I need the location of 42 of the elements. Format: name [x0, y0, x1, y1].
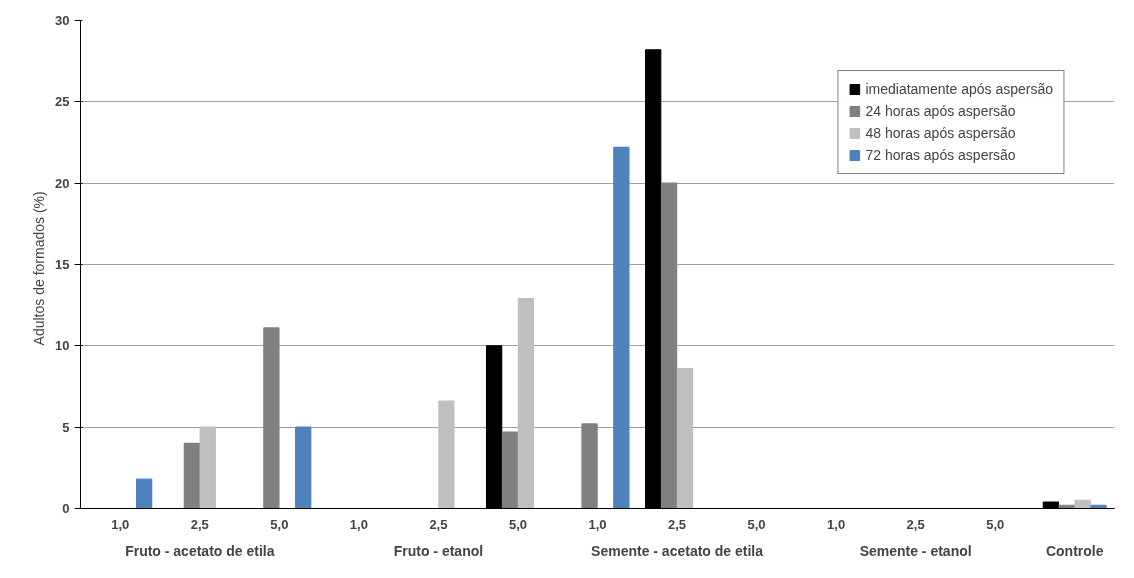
x-tick-label: 2,5	[190, 516, 209, 532]
bar	[1074, 499, 1091, 509]
x-tick-label: 2,5	[668, 516, 687, 532]
legend-label: imediatamente após aspersão	[865, 81, 1053, 97]
x-tick-label: 2,5	[906, 516, 925, 532]
bar	[135, 478, 153, 509]
x-tick-label: 5,0	[747, 516, 766, 532]
bar	[295, 426, 312, 509]
y-tick-label: 30	[55, 13, 70, 28]
x-tick-label: 1,0	[349, 516, 368, 532]
bar	[263, 327, 280, 509]
y-axis-title: Adultos de formados (%)	[31, 191, 48, 346]
text: Fruto - etanol	[393, 542, 484, 559]
x-tick-label: 5,0	[270, 516, 289, 532]
x-tick-label: 1,0	[111, 516, 130, 532]
bar	[581, 423, 598, 509]
y-tick-label: 25	[55, 94, 70, 110]
x-tick-label: 1,0	[827, 516, 846, 532]
bar	[676, 368, 694, 509]
x-tick-label: 5,0	[508, 516, 527, 532]
bar	[438, 400, 455, 509]
x-tick-label: 2,5	[429, 516, 448, 532]
y-tick-label: 20	[55, 175, 70, 191]
bar	[501, 431, 519, 509]
y-tick-label: 10	[55, 338, 70, 354]
bar	[613, 146, 630, 509]
x-tick-label: 1,0	[588, 516, 607, 532]
bar	[183, 442, 201, 509]
text: Fruto - acetato de etila	[125, 542, 275, 559]
text: Semente - etanol	[859, 542, 972, 559]
text: Semente - acetato de etila	[591, 542, 764, 559]
legend-label: 48 horas após aspersão	[865, 125, 1016, 141]
y-tick-label: 15	[55, 257, 70, 272]
text: Controle	[1045, 542, 1104, 559]
bar	[660, 182, 678, 509]
bar	[517, 298, 535, 509]
y-tick-label: 5	[62, 419, 70, 435]
legend-label: 24 horas após aspersão	[865, 103, 1016, 119]
y-tick-label: 0	[62, 501, 70, 516]
bar	[199, 426, 216, 509]
x-tick-label: 5,0	[986, 516, 1005, 532]
legend-label: 72 horas após aspersão	[865, 147, 1016, 163]
